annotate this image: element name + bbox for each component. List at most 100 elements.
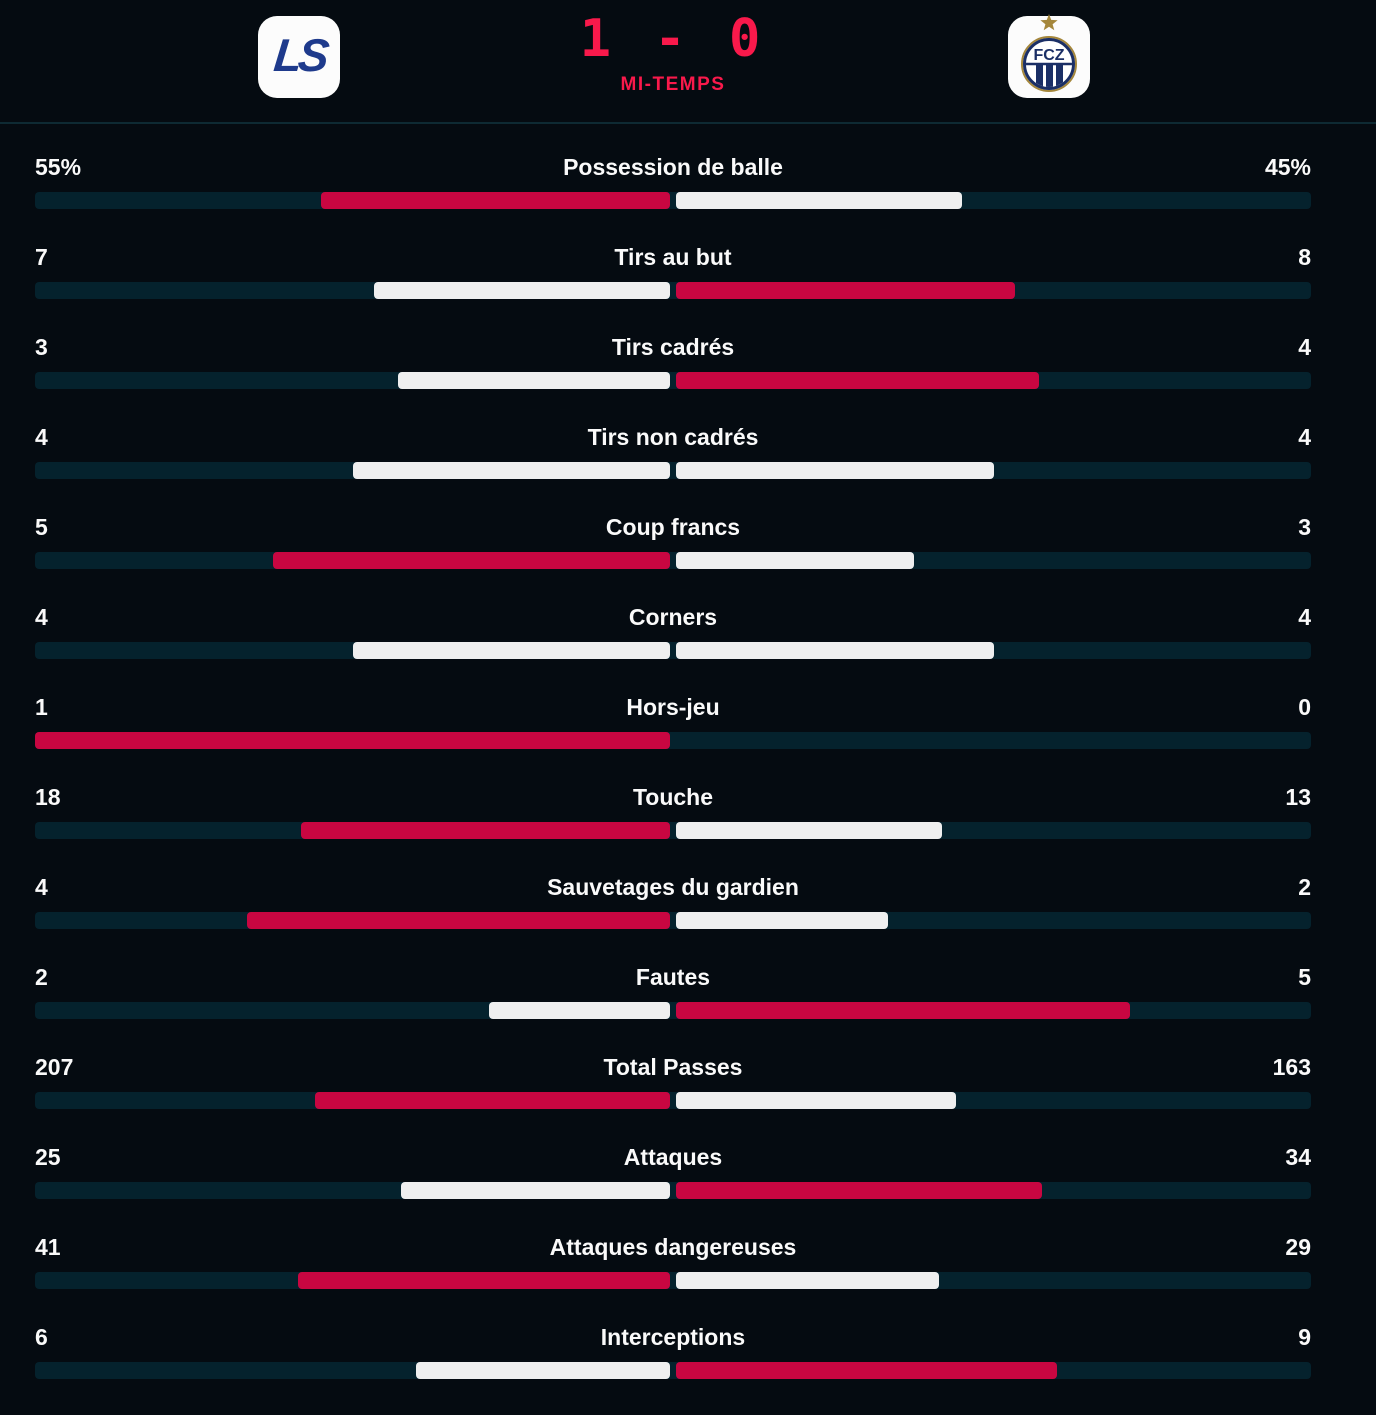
away-bar-fill (676, 552, 915, 569)
stat-label: Sauvetages du gardien (547, 874, 799, 900)
fc-zurich-logo-icon: FCZ (1008, 12, 1090, 103)
home-bar-fill (320, 192, 670, 209)
away-value: 4 (1298, 424, 1311, 450)
score: 1 - 0 (579, 9, 767, 69)
away-bar-fill (676, 1092, 956, 1109)
stats-list: 55% Possession de balle 45% 7 Tirs au bu… (0, 124, 1376, 1415)
home-bar-fill (373, 282, 670, 299)
stat-row: 5 Coup francs 3 (35, 515, 1311, 569)
stat-label: Corners (628, 604, 718, 630)
stat-label: Hors-jeu (626, 694, 720, 720)
stat-row-head: 18 Touche 13 (35, 785, 1311, 809)
stat-bar (35, 372, 1311, 389)
stat-row-head: 4 Sauvetages du gardien 2 (35, 875, 1311, 899)
away-value: 8 (1298, 244, 1311, 270)
stat-bar (35, 1092, 1311, 1109)
stat-label: Attaques dangereuses (549, 1234, 797, 1260)
home-team-logo: LS (258, 16, 340, 98)
home-value: 4 (35, 604, 48, 630)
lausanne-sport-logo-icon: LS (258, 14, 340, 101)
home-value: 41 (35, 1234, 61, 1260)
stat-bar (35, 1002, 1311, 1019)
home-bar-fill (416, 1362, 670, 1379)
stat-label: Possession de balle (563, 154, 783, 180)
stat-label: Attaques (623, 1144, 723, 1170)
stat-row-head: 4 Corners 4 (35, 605, 1311, 629)
home-bar-fill (301, 822, 670, 839)
home-value: 3 (35, 334, 48, 360)
away-value: 163 (1272, 1054, 1311, 1080)
stat-bar (35, 462, 1311, 479)
stat-row-head: 25 Attaques 34 (35, 1145, 1311, 1169)
stat-row-head: 3 Tirs cadrés 4 (35, 335, 1311, 359)
star-icon (1040, 13, 1058, 30)
stat-bar (35, 282, 1311, 299)
home-value: 2 (35, 964, 48, 990)
home-value: 55% (35, 154, 82, 180)
away-bar-fill (676, 1272, 940, 1289)
stat-row-head: 207 Total Passes 163 (35, 1055, 1311, 1079)
away-value: 29 (1285, 1234, 1311, 1260)
away-bar-fill (676, 462, 994, 479)
away-bar-fill (676, 1182, 1042, 1199)
stat-bar (35, 732, 1311, 749)
stat-bar (35, 1362, 1311, 1379)
stat-row: 4 Sauvetages du gardien 2 (35, 875, 1311, 929)
scoreboard: LS 1 - 0 MI-TEMPS (0, 0, 1376, 122)
home-bar-fill (352, 462, 670, 479)
stat-bar (35, 642, 1311, 659)
away-value: 5 (1298, 964, 1311, 990)
away-value: 0 (1298, 694, 1311, 720)
away-bar-fill (676, 372, 1039, 389)
stat-row-head: 41 Attaques dangereuses 29 (35, 1235, 1311, 1259)
home-bar-fill (488, 1002, 670, 1019)
home-bar-fill (273, 552, 670, 569)
home-value: 18 (35, 784, 61, 810)
period-label: MI-TEMPS (620, 74, 726, 95)
stat-bar (35, 1272, 1311, 1289)
home-bar-fill (35, 732, 670, 749)
stat-row: 3 Tirs cadrés 4 (35, 335, 1311, 389)
away-value: 3 (1298, 514, 1311, 540)
stat-row: 25 Attaques 34 (35, 1145, 1311, 1199)
away-value: 34 (1285, 1144, 1311, 1170)
away-value: 4 (1298, 604, 1311, 630)
away-bar-fill (676, 822, 943, 839)
stat-label: Tirs non cadrés (587, 424, 759, 450)
away-bar-fill (676, 912, 888, 929)
stat-row-head: 5 Coup francs 3 (35, 515, 1311, 539)
stat-row: 1 Hors-jeu 0 (35, 695, 1311, 749)
stat-bar (35, 552, 1311, 569)
home-bar-fill (400, 1182, 670, 1199)
stat-row: 4 Corners 4 (35, 605, 1311, 659)
stat-label: Tirs au but (614, 244, 732, 270)
stat-bar (35, 822, 1311, 839)
home-value: 5 (35, 514, 48, 540)
stat-label: Interceptions (600, 1324, 746, 1350)
away-value: 9 (1298, 1324, 1311, 1350)
stat-label: Coup francs (605, 514, 741, 540)
home-value: 6 (35, 1324, 48, 1350)
stat-label: Total Passes (603, 1054, 743, 1080)
stat-bar (35, 1182, 1311, 1199)
away-value: 2 (1298, 874, 1311, 900)
home-bar-fill (314, 1092, 670, 1109)
stat-row-head: 4 Tirs non cadrés 4 (35, 425, 1311, 449)
stat-row-head: 6 Interceptions 9 (35, 1325, 1311, 1349)
away-bar-fill (676, 282, 1015, 299)
stat-row: 4 Tirs non cadrés 4 (35, 425, 1311, 479)
score-block: 1 - 0 MI-TEMPS (580, 10, 767, 96)
away-team-logo: FCZ (1008, 13, 1090, 98)
away-bar-fill (676, 642, 994, 659)
stat-row-head: 55% Possession de balle 45% (35, 155, 1311, 179)
svg-text:LS: LS (272, 29, 332, 81)
home-bar-fill (397, 372, 670, 389)
stat-bar (35, 912, 1311, 929)
home-value: 207 (35, 1054, 74, 1080)
home-bar-fill (352, 642, 670, 659)
stat-row: 6 Interceptions 9 (35, 1325, 1311, 1379)
stat-label: Tirs cadrés (611, 334, 735, 360)
stat-row: 7 Tirs au but 8 (35, 245, 1311, 299)
stat-label: Fautes (635, 964, 711, 990)
stat-row: 41 Attaques dangereuses 29 (35, 1235, 1311, 1289)
